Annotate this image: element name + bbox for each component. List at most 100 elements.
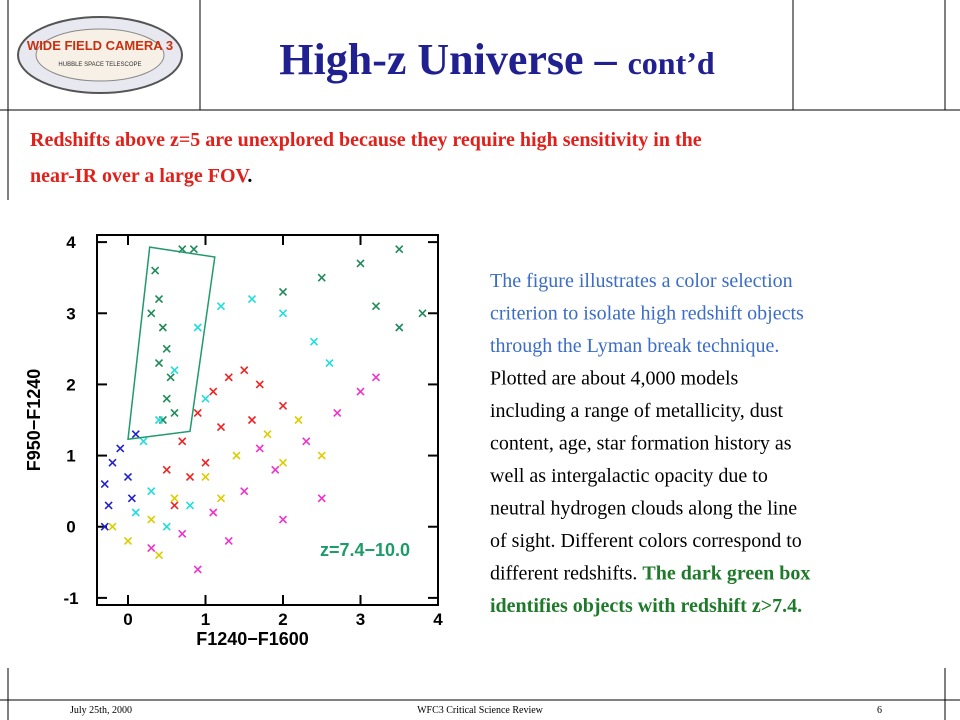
- point: [154, 359, 164, 368]
- point: [224, 373, 233, 382]
- point: [139, 437, 148, 446]
- point: [201, 458, 210, 467]
- slide-title: High-z Universe – cont’d: [279, 35, 715, 84]
- point: [154, 415, 164, 425]
- point: [123, 536, 133, 546]
- intro-line: near-IR over a large FOV.: [30, 165, 252, 187]
- point: [302, 437, 311, 446]
- point: [371, 373, 381, 382]
- point: [255, 380, 264, 389]
- point: [193, 323, 202, 332]
- body-line: Plotted are about 4,000 models: [490, 368, 739, 390]
- logo-shape: [35, 28, 165, 82]
- intro-part: .: [247, 165, 252, 187]
- point: [395, 245, 404, 254]
- body-part: through the Lyman break technique.: [490, 335, 779, 357]
- body-line: identifies objects with redshift z>7.4.: [490, 595, 802, 617]
- point: [240, 366, 249, 375]
- point: [278, 515, 288, 524]
- y-tick-label: 4: [66, 233, 76, 252]
- body-line: including a range of metallicity, dust: [490, 400, 784, 422]
- intro-text: Redshifts above z=5 are unexplored becau…: [30, 129, 702, 187]
- x-tick-label: 1: [201, 610, 210, 629]
- point: [193, 565, 202, 574]
- point: [154, 294, 164, 304]
- body-line: neutral hydrogen clouds along the line: [490, 498, 797, 520]
- point: [162, 394, 171, 403]
- logo-text: WIDE FIELD CAMERA 3: [27, 38, 173, 53]
- body-line: criterion to isolate high redshift objec…: [490, 303, 804, 325]
- point: [131, 430, 140, 439]
- body-line: content, age, star formation history as: [490, 433, 792, 455]
- point: [201, 472, 210, 481]
- point: [395, 323, 404, 332]
- point: [278, 287, 288, 296]
- point: [247, 294, 257, 304]
- point: [271, 465, 280, 474]
- point: [170, 494, 179, 503]
- point: [216, 302, 226, 311]
- x-tick-label: 0: [123, 610, 132, 629]
- point: [189, 245, 198, 254]
- point: [108, 458, 117, 467]
- point: [216, 494, 226, 503]
- annotation: z=7.4−10.0: [320, 540, 410, 560]
- point: [309, 337, 319, 346]
- point: [232, 451, 241, 460]
- point: [116, 444, 125, 453]
- body-line: different redshifts. The dark green box: [490, 563, 810, 585]
- point: [170, 366, 179, 375]
- body-line: through the Lyman break technique.: [490, 335, 779, 357]
- body-part: criterion to isolate high redshift objec…: [490, 303, 804, 325]
- intro-part: near-IR over a large FOV: [30, 165, 250, 187]
- point: [209, 508, 218, 517]
- point: [108, 522, 117, 531]
- logo-text: HUBBLE SPACE TELESCOPE: [58, 62, 141, 68]
- intro-part: Redshifts above z=5 are unexplored becau…: [30, 129, 702, 151]
- point: [158, 323, 167, 332]
- point: [147, 515, 156, 524]
- point: [325, 359, 334, 368]
- point: [185, 501, 195, 510]
- point: [131, 508, 140, 517]
- body-part: identifies objects with redshift z>7.4.: [490, 595, 802, 617]
- body-part: well as intergalactic opacity due to: [490, 465, 768, 487]
- point: [147, 544, 156, 553]
- footer-page: 6: [877, 705, 882, 716]
- footer-date: July 25th, 2000: [70, 705, 132, 716]
- point: [104, 501, 113, 510]
- body-part: including a range of metallicity, dust: [490, 400, 784, 422]
- x-axis-label: F1240−F1600: [196, 629, 309, 649]
- point: [356, 387, 365, 396]
- title-part: High-z Universe –: [279, 35, 627, 84]
- y-tick-label: 2: [66, 375, 75, 394]
- body-part: neutral hydrogen clouds along the line: [490, 498, 797, 520]
- point: [123, 472, 133, 481]
- point: [333, 408, 342, 417]
- plot-frame: [96, 234, 439, 606]
- point: [166, 373, 175, 382]
- body-part: The figure illustrates a color selection: [490, 270, 793, 292]
- point: [100, 522, 109, 531]
- point: [317, 451, 326, 460]
- point: [224, 536, 233, 546]
- body-part: Plotted are about 4,000 models: [490, 368, 739, 390]
- title-part: cont’d: [628, 45, 715, 81]
- point: [356, 259, 365, 268]
- body-part: of sight. Different colors correspond to: [490, 530, 802, 552]
- point: [247, 415, 257, 425]
- point: [278, 309, 288, 318]
- point: [278, 458, 288, 467]
- body-line: The figure illustrates a color selection: [490, 270, 793, 292]
- point: [185, 472, 195, 481]
- body-part: different redshifts.: [490, 563, 642, 585]
- point: [178, 437, 187, 446]
- point: [278, 401, 288, 410]
- y-axis-label: F950−F1240: [24, 369, 44, 472]
- point: [216, 423, 226, 432]
- logo: WIDE FIELD CAMERA 3 HUBBLE SPACE TELESCO…: [17, 16, 183, 94]
- point: [127, 494, 136, 503]
- point: [240, 487, 249, 496]
- point: [193, 408, 202, 417]
